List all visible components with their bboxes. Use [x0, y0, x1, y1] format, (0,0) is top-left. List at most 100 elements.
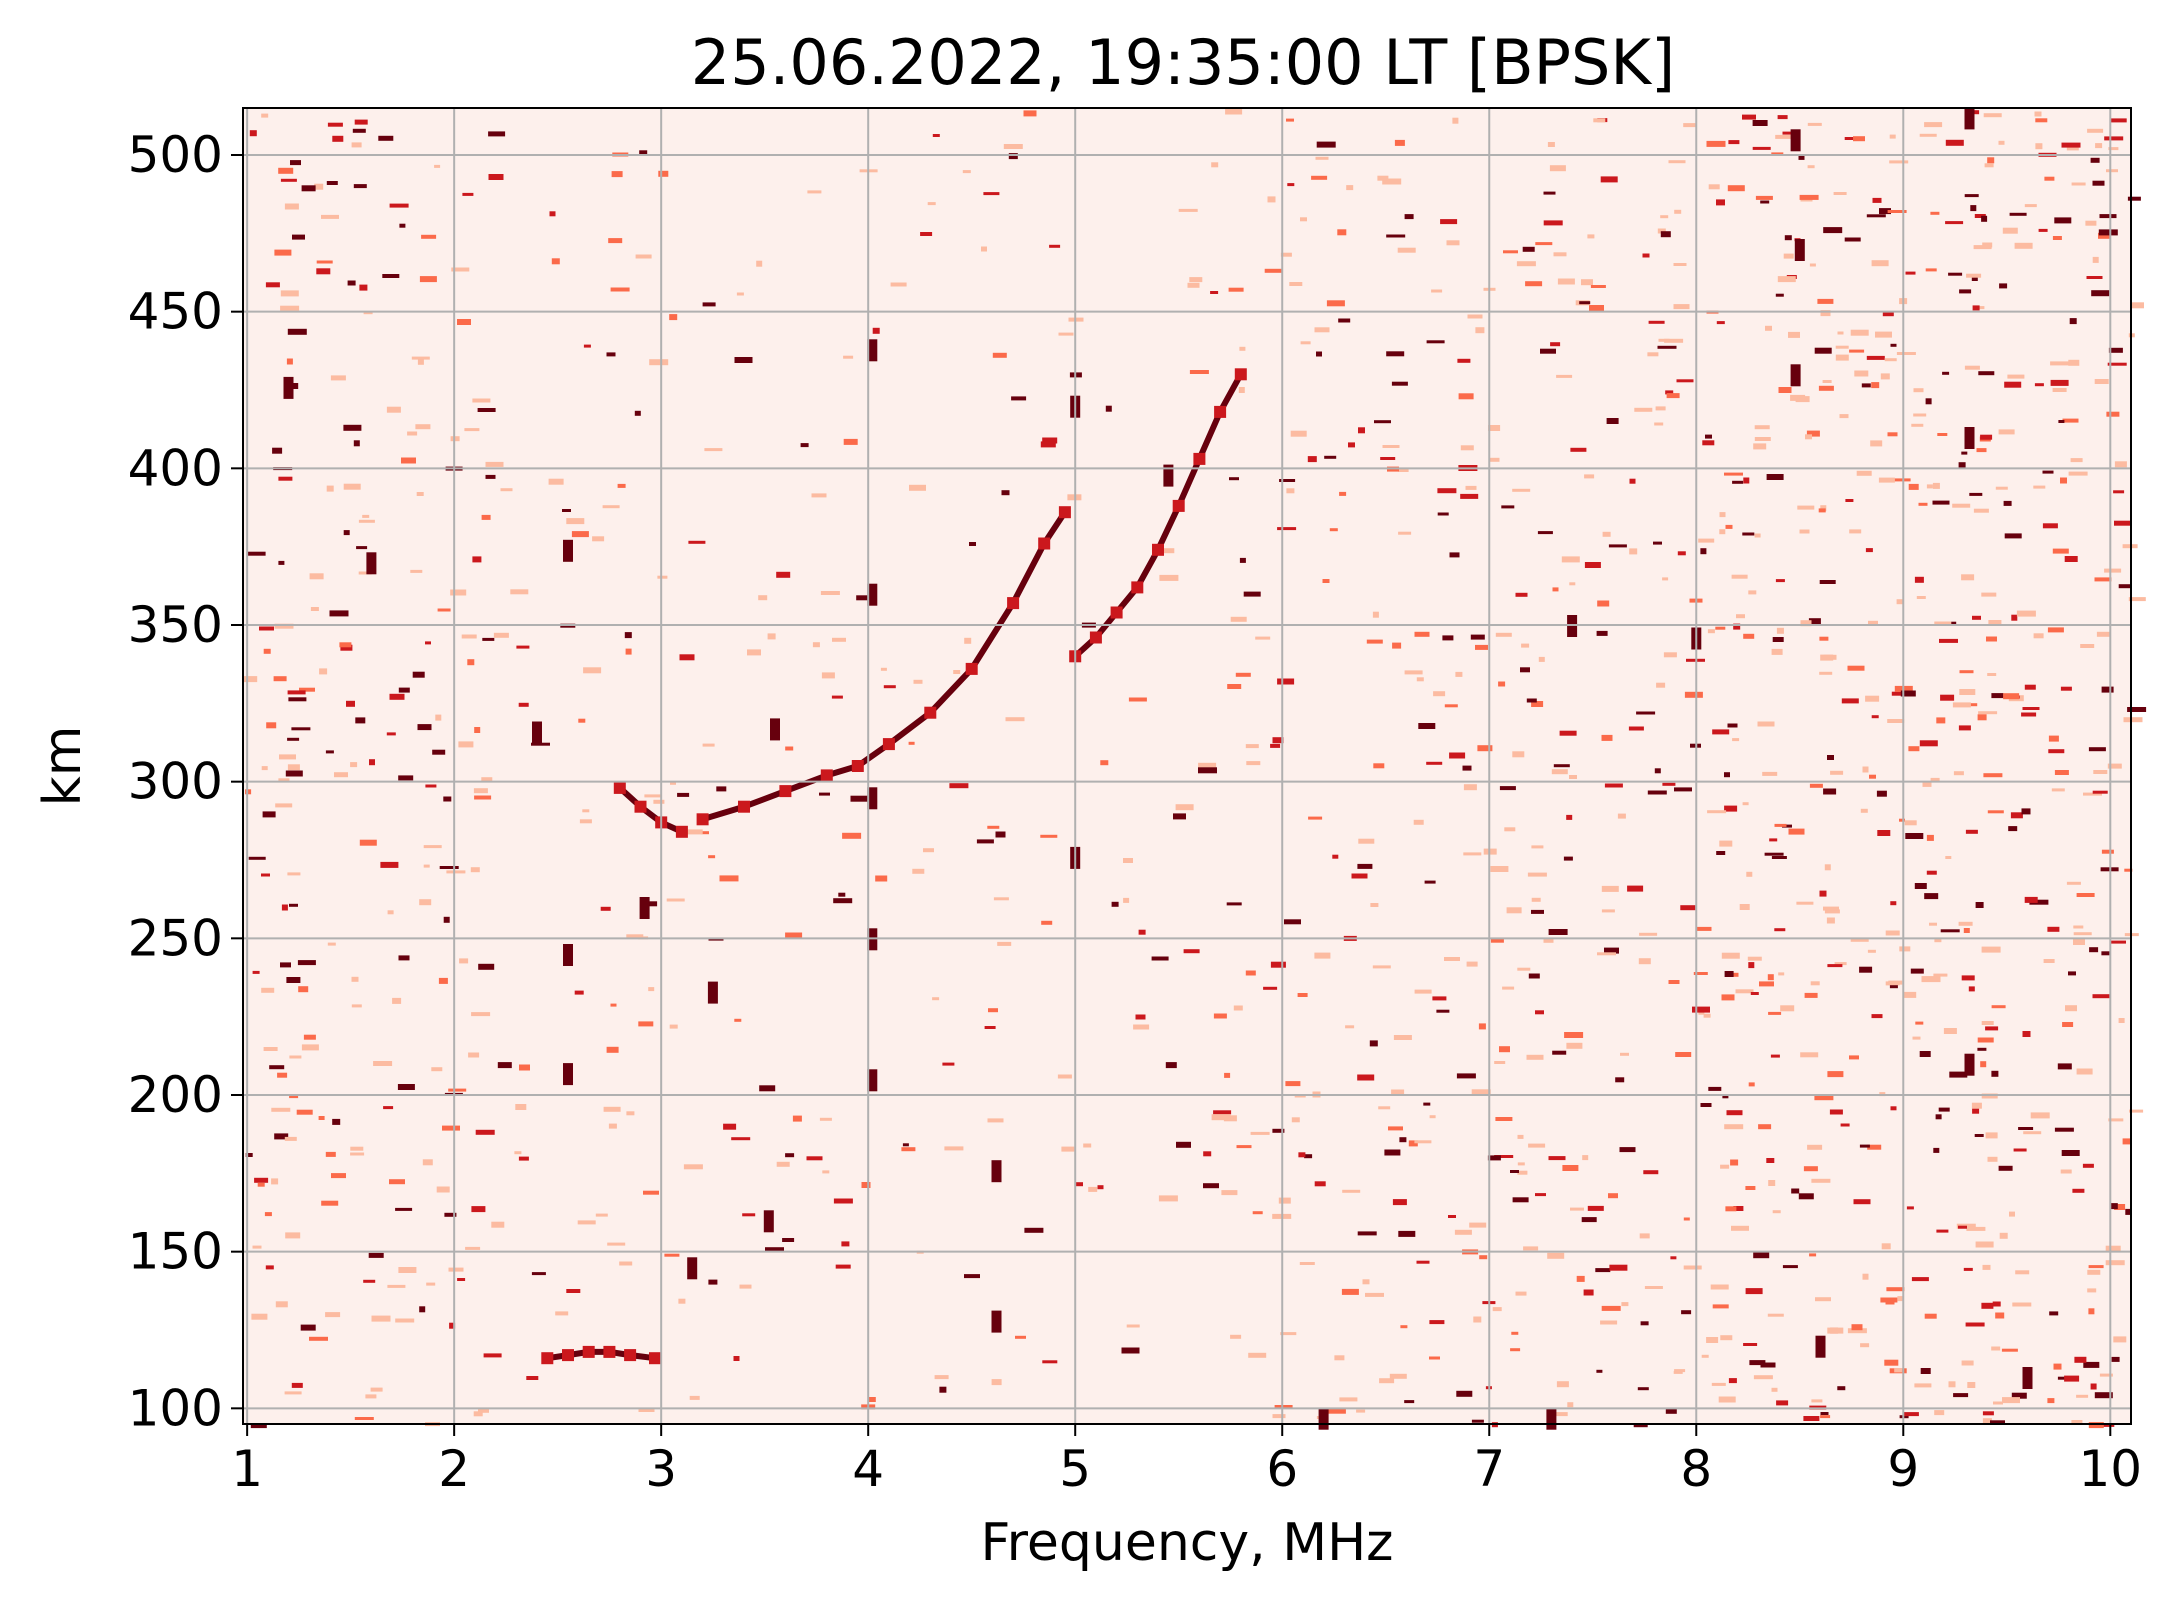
noise-speck — [708, 1279, 718, 1285]
noise-speck — [340, 644, 353, 651]
trace-point — [1131, 581, 1144, 594]
noise-speck — [1774, 928, 1786, 932]
noise-speck — [1959, 689, 1976, 695]
noise-speck — [1764, 852, 1784, 856]
noise-speck — [606, 352, 616, 357]
noise-speck — [1719, 529, 1726, 535]
noise-speck — [277, 1072, 288, 1078]
noise-speck — [1754, 437, 1771, 441]
noise-speck — [1543, 937, 1554, 943]
noise-speck — [758, 595, 768, 601]
noise-speck — [1995, 486, 2008, 490]
noise-speck — [964, 637, 972, 644]
noise-speck — [1597, 600, 1610, 607]
noise-speck — [610, 287, 630, 292]
noise-speck — [326, 485, 334, 492]
noise-speck — [483, 1353, 502, 1358]
noise-speck — [2068, 359, 2080, 366]
noise-speck — [2052, 236, 2062, 240]
noise-speck — [1724, 472, 1743, 476]
noise-speck — [2082, 1163, 2094, 1168]
noise-speck — [2013, 1148, 2027, 1152]
noise-speck — [325, 1312, 341, 1318]
noise-speck — [1278, 1197, 1291, 1204]
noise-speck — [1953, 1393, 1969, 1398]
noise-speck — [1488, 457, 1500, 462]
noise-speck — [1920, 1368, 1931, 1374]
noise-speck — [1287, 183, 1295, 187]
noise-speck — [1724, 971, 1734, 977]
noise-speck — [497, 1062, 512, 1069]
noise-speck — [1911, 1277, 1929, 1282]
noise-speck — [1936, 717, 1946, 724]
noise-speck — [1726, 1110, 1743, 1116]
noise-speck — [1775, 293, 1784, 297]
noise-speck — [1448, 1215, 1456, 1218]
noise-speck — [254, 1177, 269, 1183]
noise-speck — [1878, 477, 1895, 483]
noise-speck — [1879, 208, 1891, 215]
noise-speck — [1906, 1206, 1914, 1210]
noise-speck — [1521, 643, 1530, 648]
noise-speck — [1314, 327, 1330, 333]
noise-speck — [1473, 1316, 1482, 1323]
noise-speck — [1820, 1412, 1829, 1415]
noise-speck — [1633, 1423, 1648, 1428]
noise-speck — [2118, 1018, 2125, 1023]
noise-speck — [993, 897, 1009, 901]
noise-speck — [1398, 531, 1412, 535]
noise-speck — [2107, 763, 2122, 769]
noise-speck — [332, 135, 344, 142]
noise-speck — [666, 898, 685, 902]
noise-speck — [1517, 1134, 1524, 1139]
noise-speck — [2054, 217, 2072, 224]
noise-speck — [1540, 348, 1556, 354]
noise-speck — [1213, 1013, 1227, 1019]
noise-speck — [1975, 902, 1984, 908]
noise-speck — [1452, 117, 1459, 124]
noise-speck — [419, 276, 437, 283]
noise-speck — [1576, 1275, 1585, 1282]
noise-speck — [2088, 1308, 2095, 1315]
noise-speck — [2099, 1373, 2113, 1377]
noise-speck — [1945, 856, 1952, 859]
noise-speck — [1628, 726, 1644, 731]
noise-speck — [2083, 792, 2102, 796]
echo-trace — [616, 784, 685, 835]
noise-speck — [1608, 1193, 1618, 1199]
noise-speck — [1289, 282, 1303, 286]
noise-speck — [1856, 470, 1872, 476]
noise-speck — [458, 741, 474, 748]
noise-speck — [1829, 1109, 1843, 1115]
noise-speck — [1601, 734, 1613, 741]
noise-speck — [252, 1245, 262, 1249]
grid-lines — [243, 108, 2131, 1424]
noise-speck — [1958, 462, 1966, 469]
echo-spot — [563, 1063, 573, 1086]
noise-speck — [471, 1012, 491, 1017]
noise-speck — [902, 1143, 909, 1147]
noise-speck — [485, 461, 504, 467]
noise-speck — [1537, 531, 1553, 535]
noise-speck — [1926, 484, 1933, 489]
trace-point — [1089, 631, 1102, 644]
noise-speck — [664, 1253, 680, 1257]
noise-speck — [1582, 1155, 1589, 1161]
noise-speck — [1583, 1289, 1594, 1296]
noise-speck — [1432, 996, 1447, 1001]
noise-speck — [1277, 527, 1297, 531]
noise-speck — [1767, 1313, 1784, 1317]
noise-speck — [1668, 980, 1680, 984]
noise-speck — [1658, 338, 1670, 342]
noise-speck — [1392, 642, 1402, 649]
noise-speck — [449, 1322, 456, 1329]
echo-spot — [1546, 1407, 1557, 1430]
noise-speck — [1837, 1386, 1846, 1391]
noise-speck — [1348, 442, 1355, 448]
noise-speck — [250, 1423, 267, 1429]
noise-speck — [1871, 715, 1879, 719]
noise-speck — [1526, 1054, 1544, 1060]
noise-speck — [1914, 883, 1927, 889]
noise-speck — [1882, 312, 1894, 317]
noise-speck — [1720, 1164, 1730, 1169]
